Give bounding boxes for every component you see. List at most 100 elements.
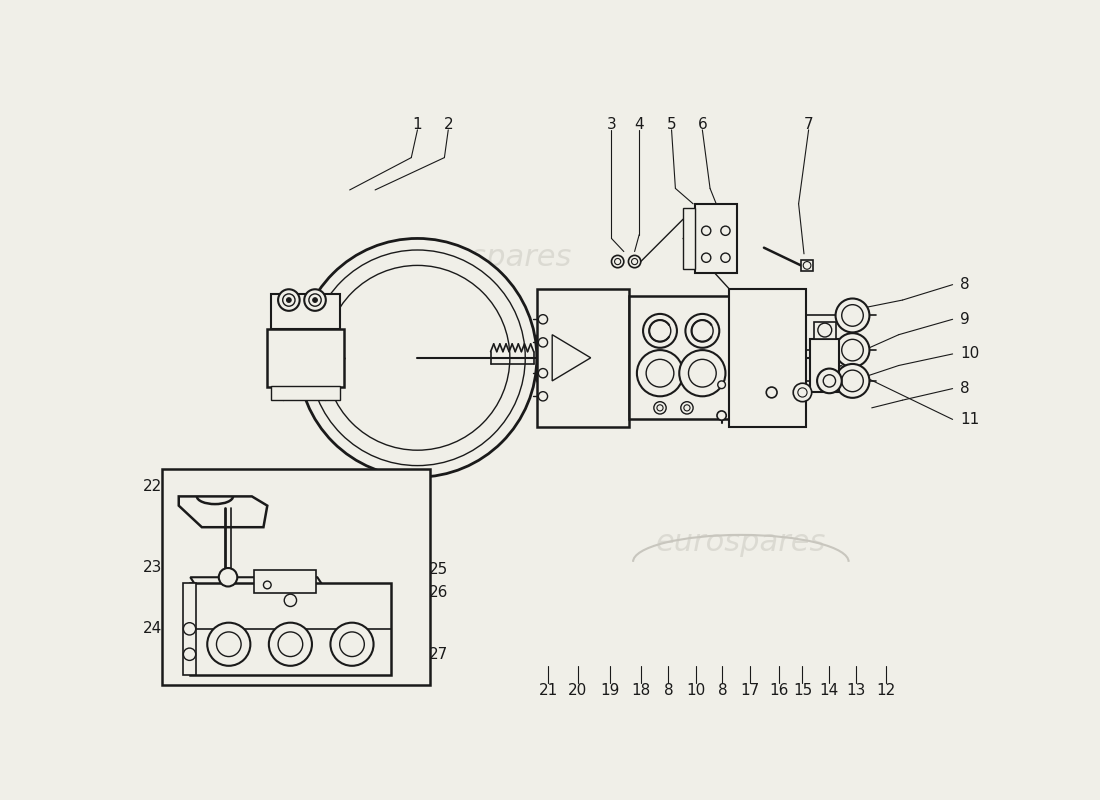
Circle shape — [657, 405, 663, 411]
Text: 16: 16 — [770, 683, 789, 698]
Text: 5: 5 — [667, 117, 676, 132]
Bar — [729, 289, 806, 427]
Circle shape — [312, 298, 317, 302]
Text: 22: 22 — [143, 479, 162, 494]
Circle shape — [767, 387, 777, 398]
Text: 21: 21 — [539, 683, 558, 698]
Circle shape — [717, 381, 726, 389]
Bar — [190, 582, 390, 675]
Circle shape — [538, 314, 548, 324]
Text: 3: 3 — [606, 117, 616, 132]
Circle shape — [798, 388, 807, 397]
Circle shape — [612, 255, 624, 268]
Circle shape — [268, 622, 312, 666]
Circle shape — [720, 253, 730, 262]
Text: 18: 18 — [631, 683, 650, 698]
Circle shape — [184, 622, 196, 635]
Text: 13: 13 — [847, 683, 866, 698]
Text: 8: 8 — [960, 381, 970, 396]
Circle shape — [286, 298, 292, 302]
Circle shape — [842, 305, 864, 326]
Text: 26: 26 — [429, 585, 449, 600]
Circle shape — [649, 320, 671, 342]
Polygon shape — [190, 578, 326, 612]
Text: 23: 23 — [142, 560, 162, 574]
Bar — [629, 296, 729, 419]
Circle shape — [628, 255, 640, 268]
Bar — [537, 289, 629, 427]
Circle shape — [538, 369, 548, 378]
Circle shape — [842, 339, 864, 361]
Circle shape — [305, 290, 326, 311]
Circle shape — [278, 290, 299, 311]
Circle shape — [637, 350, 683, 396]
Text: 9: 9 — [960, 312, 970, 326]
Circle shape — [330, 622, 374, 666]
Text: 17: 17 — [740, 683, 760, 698]
Circle shape — [817, 323, 832, 337]
Circle shape — [207, 622, 251, 666]
Circle shape — [644, 314, 676, 348]
Bar — [183, 582, 197, 675]
Circle shape — [685, 314, 719, 348]
Circle shape — [836, 364, 869, 398]
Text: 6: 6 — [697, 117, 707, 132]
Text: 1: 1 — [412, 117, 422, 132]
Text: 11: 11 — [960, 412, 980, 427]
Circle shape — [298, 238, 537, 477]
Circle shape — [681, 402, 693, 414]
Circle shape — [842, 370, 864, 392]
Circle shape — [219, 568, 238, 586]
Circle shape — [184, 648, 196, 661]
Bar — [271, 386, 341, 400]
Circle shape — [278, 632, 303, 657]
Circle shape — [615, 258, 620, 265]
Circle shape — [340, 632, 364, 657]
Bar — [814, 322, 836, 338]
Text: 20: 20 — [568, 683, 587, 698]
Text: 27: 27 — [429, 646, 449, 662]
Circle shape — [817, 369, 842, 394]
Circle shape — [836, 298, 869, 332]
Text: 4: 4 — [635, 117, 643, 132]
Bar — [801, 260, 813, 270]
Circle shape — [793, 383, 812, 402]
Circle shape — [689, 359, 716, 387]
Circle shape — [284, 594, 297, 606]
Bar — [683, 208, 695, 270]
Bar — [271, 294, 341, 329]
Circle shape — [803, 262, 811, 270]
Circle shape — [836, 333, 869, 367]
Text: 19: 19 — [601, 683, 619, 698]
Circle shape — [680, 350, 726, 396]
Text: 12: 12 — [876, 683, 895, 698]
Text: 8: 8 — [960, 277, 970, 292]
Text: eurospares: eurospares — [656, 528, 826, 557]
Circle shape — [702, 226, 711, 235]
Text: 2: 2 — [443, 117, 453, 132]
Circle shape — [264, 581, 272, 589]
Circle shape — [720, 226, 730, 235]
Bar — [267, 329, 344, 387]
Text: 14: 14 — [820, 683, 839, 698]
Bar — [162, 470, 430, 685]
Polygon shape — [552, 334, 591, 381]
Circle shape — [692, 320, 713, 342]
Circle shape — [717, 411, 726, 420]
Bar — [254, 570, 316, 593]
Circle shape — [538, 338, 548, 347]
Circle shape — [217, 632, 241, 657]
Circle shape — [646, 359, 674, 387]
Polygon shape — [178, 496, 267, 527]
Text: 10: 10 — [686, 683, 706, 698]
Text: 7: 7 — [804, 117, 813, 132]
Text: 10: 10 — [960, 346, 980, 362]
Text: eurospares: eurospares — [402, 243, 572, 272]
Circle shape — [653, 402, 667, 414]
Circle shape — [702, 253, 711, 262]
Circle shape — [684, 405, 690, 411]
Circle shape — [309, 294, 321, 306]
Bar — [810, 338, 839, 393]
Circle shape — [283, 294, 295, 306]
Text: 8: 8 — [717, 683, 727, 698]
